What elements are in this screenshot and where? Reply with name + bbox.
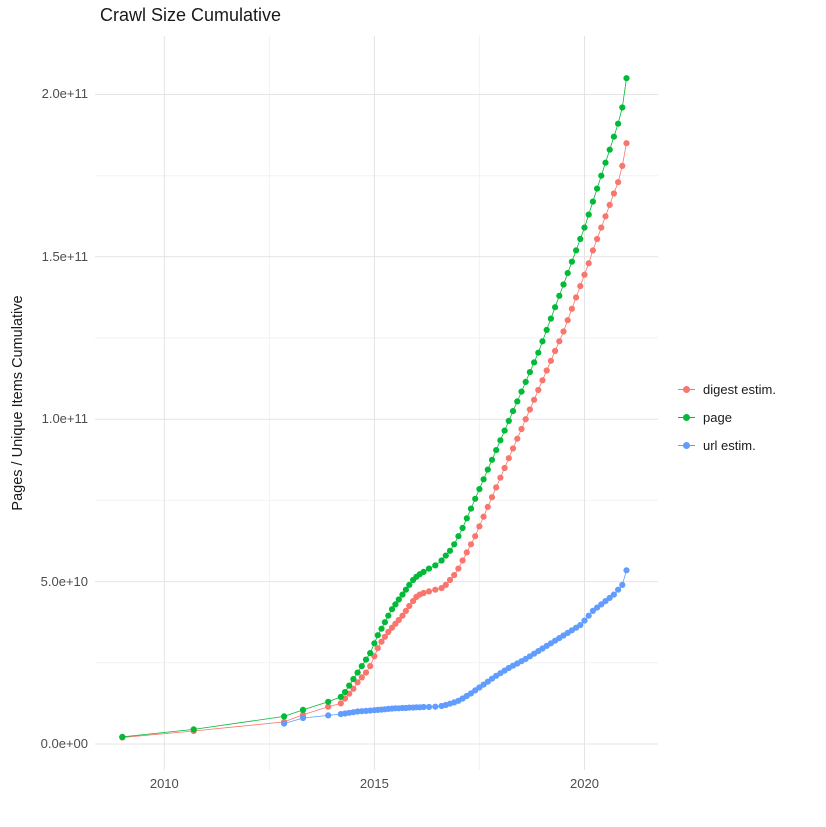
y-axis-title: Pages / Unique Items Cumulative (10, 295, 26, 511)
legend-key-icon (678, 382, 695, 396)
plot-panel (95, 36, 658, 770)
chart-title: Crawl Size Cumulative (100, 5, 282, 25)
legend-key-icon (678, 410, 695, 424)
y-tick-label: 5.0e+10 (40, 573, 88, 589)
legend-dot-icon (683, 413, 690, 421)
y-tick-label: 1.5e+11 (41, 248, 88, 264)
legend-label: page (703, 409, 732, 425)
legend-label: url estim. (703, 437, 756, 453)
legend-item-url-estim: url estim. (678, 437, 776, 453)
x-tick-label: 2015 (359, 776, 389, 791)
legend-dot-icon (683, 385, 690, 393)
y-tick-label: 2.0e+11 (41, 86, 88, 102)
y-tick-label: 0.0e+00 (40, 736, 88, 752)
legend-key-icon (678, 438, 695, 452)
y-tick-label: 1.0e+11 (41, 411, 88, 427)
legend-dot-icon (683, 441, 690, 449)
x-tick-label: 2010 (149, 776, 179, 791)
legend: digest estim. page url estim. (678, 382, 776, 466)
x-tick-label: 2020 (570, 776, 599, 791)
legend-item-digest-estim: digest estim. (678, 381, 776, 397)
legend-label: digest estim. (703, 381, 776, 397)
legend-item-page: page (678, 409, 776, 425)
